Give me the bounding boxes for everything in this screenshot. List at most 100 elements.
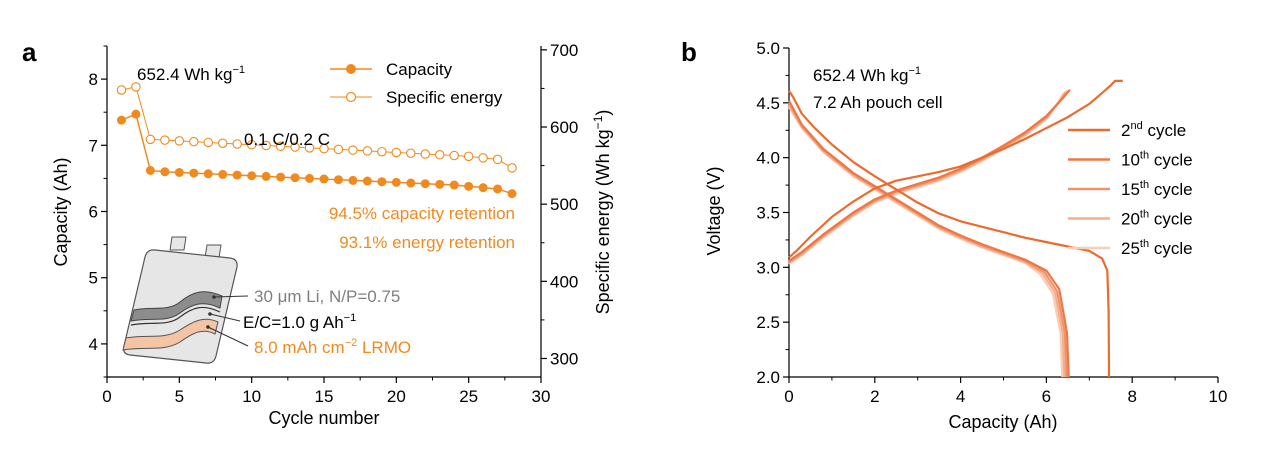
specific-energy-point — [160, 135, 170, 145]
capacity-point — [391, 177, 401, 187]
panel-b-y-tick-label: 4.0 — [756, 149, 780, 168]
capacity-point — [261, 171, 271, 181]
panel-b-x-tick-label: 8 — [1127, 387, 1136, 406]
lrmo-sup: −2 — [345, 337, 358, 349]
li-callout-line — [213, 295, 249, 298]
panel-b-y-tick-label: 4.5 — [756, 94, 780, 113]
panel-a-x-tick-label: 10 — [242, 387, 261, 406]
capacity-point — [493, 184, 503, 194]
specific-energy-point — [116, 85, 127, 95]
specific-energy-point — [275, 141, 286, 152]
ec-callout-dot — [208, 312, 212, 316]
lithium-layer — [130, 291, 223, 322]
panel-a-right-y-tick-label: 300 — [550, 349, 578, 368]
specific-energy-point — [507, 163, 517, 173]
panel-b-y-tick-label: 3.0 — [756, 258, 780, 277]
capacity-point — [348, 175, 358, 185]
capacity-point — [377, 177, 387, 187]
panel-a-left-y-tick-label: 4 — [89, 335, 98, 354]
legend-cycle-number: 20 — [1121, 210, 1140, 229]
panel-b-x-tick-label: 2 — [870, 387, 879, 406]
capacity-point — [218, 169, 228, 179]
discharge-curve-cycle-2 — [788, 90, 1111, 378]
energy-retention-annotation: 93.1% energy retention — [339, 233, 515, 252]
lrmo-label: 8.0 mAh cm−2 LRMO — [254, 337, 411, 357]
legend-label-cycle-25: 25th cycle — [1121, 238, 1193, 258]
legend-cycle-word: cycle — [1149, 210, 1192, 229]
charge-curve-cycle-15 — [788, 90, 1069, 263]
legend-cycle-ordinal: th — [1140, 238, 1149, 250]
capacity-point — [435, 179, 445, 189]
panel-a-legend: Capacity Specific energy — [330, 60, 503, 107]
capacity-point — [406, 178, 416, 188]
lrmo-callout-dot — [206, 325, 210, 329]
charge-curve-cycle-25 — [788, 92, 1065, 265]
panel-b-marks — [788, 79, 1123, 378]
panel-a-left-y-tick-label: 5 — [89, 269, 98, 288]
ec-callout-line — [209, 313, 241, 322]
legend-energy-label: Specific energy — [386, 88, 503, 107]
panel-b-y-tick-label: 2.0 — [756, 368, 780, 387]
panel-a-x-tick-label: 5 — [175, 387, 184, 406]
pouch-cell-illustration — [122, 236, 249, 364]
panel-a-x-tick-label: 15 — [315, 387, 334, 406]
panel-a-left-y-tick-label: 7 — [89, 136, 98, 155]
panel-b-x-tick-label: 10 — [1209, 387, 1228, 406]
panel-a-energy-sup: −1 — [232, 64, 245, 76]
capacity-point — [362, 176, 372, 186]
specific-energy-point — [319, 143, 329, 154]
li-callout-dot — [212, 295, 216, 299]
li-anode-label: 30 μm Li, N/P=0.75 — [254, 287, 400, 306]
legend-cycle-number: 10 — [1121, 151, 1140, 170]
cell-tab-left — [169, 236, 187, 251]
panel-a-right-y-axis-title: Specific energy (Wh kg−1) — [591, 110, 613, 315]
capacity-point — [116, 115, 126, 125]
ec-ratio-sup: −1 — [344, 312, 357, 324]
panel-b-letter: b — [681, 37, 697, 67]
specific-energy-point — [232, 139, 242, 149]
panel-b-y-axis-title: Voltage (V) — [704, 166, 724, 255]
panel-b-axes: 0 2 4 6 8 10 2.0 2.5 3.0 3.5 4.0 4.5 5.0 — [756, 39, 1227, 406]
capacity-point — [420, 179, 430, 189]
legend-label-cycle-20: 20th cycle — [1121, 209, 1193, 229]
panel-a-marks — [116, 82, 517, 199]
discharge-curve-cycle-25 — [788, 106, 1064, 378]
specific-energy-point — [391, 147, 402, 158]
right-y-title-close: ) — [593, 110, 613, 116]
panel-a-energy-annotation: 652.4 Wh kg−1 — [137, 64, 245, 84]
specific-energy-point — [362, 146, 373, 156]
specific-energy-point — [217, 138, 228, 148]
panel-a-right-y-tick-label: 600 — [550, 118, 578, 137]
legend-cycle-ordinal: th — [1140, 209, 1149, 221]
panel-b-x-tick-label: 4 — [956, 387, 965, 406]
charge-curve-cycle-2 — [788, 79, 1123, 259]
specific-energy-point — [377, 146, 387, 157]
panel-b-chart: 0 2 4 6 8 10 2.0 2.5 3.0 3.5 4.0 4.5 5.0 652.4 Wh kg… — [704, 39, 1227, 432]
lrmo-main: 8.0 mAh cm — [254, 338, 345, 357]
right-y-title-main: Specific energy (Wh kg — [593, 129, 613, 314]
specific-energy-point — [246, 140, 257, 150]
specific-energy-point — [492, 154, 503, 165]
capacity-point — [232, 170, 242, 180]
panel-a-axes: 0 5 10 15 20 25 30 4 5 6 7 8 300 400 500 600 700 — [89, 41, 579, 406]
specific-energy-point — [131, 82, 141, 92]
legend-cycle-ordinal: nd — [1130, 120, 1142, 132]
specific-energy-point — [420, 149, 431, 159]
discharge-curve-cycle-20 — [788, 104, 1066, 378]
separator-line — [130, 306, 221, 326]
capacity-point — [290, 173, 300, 183]
rate-annotation: 0.1 C/0.2 C — [244, 130, 330, 149]
lrmo-tail: LRMO — [357, 338, 411, 357]
legend-cycle-number: 25 — [1121, 239, 1140, 258]
specific-energy-point — [348, 145, 358, 155]
panel-b-y-tick-label: 2.5 — [756, 313, 780, 332]
specific-energy-point — [449, 150, 459, 161]
specific-energy-point — [189, 136, 199, 147]
panel-a-right-y-tick-label: 400 — [550, 272, 578, 291]
capacity-retention-annotation: 94.5% capacity retention — [329, 204, 515, 223]
legend-cycle-number: 15 — [1121, 180, 1140, 199]
capacity-point — [319, 174, 329, 184]
specific-energy-point — [174, 136, 185, 146]
